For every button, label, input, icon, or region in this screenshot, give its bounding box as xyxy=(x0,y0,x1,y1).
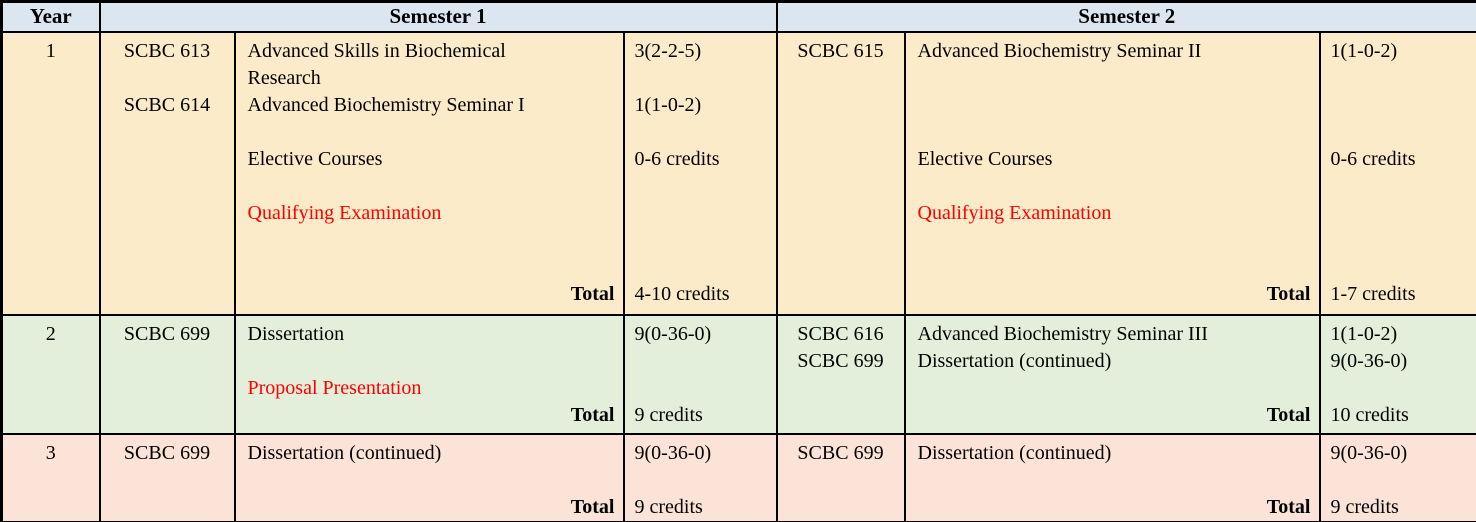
course-title: Dissertation (continued) xyxy=(247,442,442,464)
year-number: 3 xyxy=(45,442,56,464)
total-credits: 4-10 credits xyxy=(634,283,730,305)
milestone-text: Qualifying Examination xyxy=(917,202,1112,224)
year3-cell: 3 xyxy=(0,433,101,522)
course-title: Elective Courses xyxy=(917,148,1053,170)
year-column-header: Year xyxy=(0,0,101,33)
course-title: Research xyxy=(247,67,321,89)
total-credits: 1-7 credits xyxy=(1330,283,1416,305)
credit-structure: 0-6 credits xyxy=(634,148,720,170)
header-row: Year Semester 1 Semester 2 xyxy=(0,0,1476,33)
course-title: Dissertation (continued) xyxy=(917,350,1112,372)
year3-sem2-credits: 9(0-36-0) 9 credits xyxy=(1318,433,1476,522)
year2-sem1-codes: SCBC 699 xyxy=(98,314,236,435)
course-title: Elective Courses xyxy=(247,148,383,170)
year2-sem1-courses: Dissertation Proposal Presentation Total xyxy=(233,314,625,435)
year1-sem1-codes: SCBC 613 SCBC 614 xyxy=(98,31,236,316)
year1-sem2-codes: SCBC 615 xyxy=(775,31,906,316)
total-credits: 9 credits xyxy=(1330,496,1399,518)
course-title: Advanced Biochemistry Seminar III xyxy=(917,323,1208,345)
semester1-header: Semester 1 xyxy=(98,0,778,33)
course-code: SCBC 699 xyxy=(123,442,211,464)
credit-structure: 9(0-36-0) xyxy=(1330,350,1408,372)
year2-sem2-codes: SCBC 616 SCBC 699 xyxy=(775,314,906,435)
year1-cell: 1 xyxy=(0,31,101,316)
table-row-year2: 2 SCBC 699 Dissertation Proposal Present… xyxy=(0,314,1476,435)
total-label: Total xyxy=(570,496,615,518)
total-credits: 10 credits xyxy=(1330,404,1409,426)
total-label: Total xyxy=(1266,496,1311,518)
course-code: SCBC 699 xyxy=(123,323,211,345)
course-title: Dissertation (continued) xyxy=(917,442,1112,464)
year3-sem1-credits: 9(0-36-0) 9 credits xyxy=(622,433,778,522)
table-row-year3: 3 SCBC 699 Dissertation (continued) Tota… xyxy=(0,433,1476,522)
year2-cell: 2 xyxy=(0,314,101,435)
credit-structure: 9(0-36-0) xyxy=(634,442,712,464)
year-number: 2 xyxy=(45,323,56,345)
year3-sem2-courses: Dissertation (continued) Total xyxy=(903,433,1321,522)
credit-structure: 9(0-36-0) xyxy=(634,323,712,345)
total-label: Total xyxy=(570,404,615,426)
milestone-text: Qualifying Examination xyxy=(247,202,442,224)
year3-sem1-codes: SCBC 699 xyxy=(98,433,236,522)
course-title: Advanced Biochemistry Seminar II xyxy=(917,40,1202,62)
course-code: SCBC 699 xyxy=(797,442,884,464)
course-code: SCBC 614 xyxy=(123,94,211,116)
credit-structure: 1(1-0-2) xyxy=(1330,40,1398,62)
milestone-text: Proposal Presentation xyxy=(247,377,422,399)
course-code: SCBC 616 xyxy=(797,323,884,345)
year3-sem2-codes: SCBC 699 xyxy=(775,433,906,522)
total-label: Total xyxy=(1266,404,1311,426)
total-label: Total xyxy=(570,283,615,305)
total-credits: 9 credits xyxy=(634,496,703,518)
course-title: Advanced Biochemistry Seminar I xyxy=(247,94,525,116)
year2-sem2-credits: 1(1-0-2) 9(0-36-0) 10 credits xyxy=(1318,314,1476,435)
credit-structure: 0-6 credits xyxy=(1330,148,1416,170)
credit-structure: 9(0-36-0) xyxy=(1330,442,1408,464)
credit-structure: 3(2-2-5) xyxy=(634,40,702,62)
credit-structure: 1(1-0-2) xyxy=(1330,323,1398,345)
total-credits: 9 credits xyxy=(634,404,703,426)
year2-sem1-credits: 9(0-36-0) 9 credits xyxy=(622,314,778,435)
year3-sem1-courses: Dissertation (continued) Total xyxy=(233,433,625,522)
course-title: Dissertation xyxy=(247,323,345,345)
course-code: SCBC 615 xyxy=(797,40,884,62)
table-row-year1: 1 SCBC 613 SCBC 614 Advanced Skills in B… xyxy=(0,31,1476,316)
semester2-header: Semester 2 xyxy=(775,0,1476,33)
course-code: SCBC 613 xyxy=(123,40,211,62)
credit-structure: 1(1-0-2) xyxy=(634,94,702,116)
year1-sem2-credits: 1(1-0-2) 0-6 credits 1-7 credits xyxy=(1318,31,1476,316)
year1-sem2-courses: Advanced Biochemistry Seminar II Electiv… xyxy=(903,31,1321,316)
total-label: Total xyxy=(1266,283,1311,305)
year1-sem1-credits: 3(2-2-5) 1(1-0-2) 0-6 credits 4-10 credi… xyxy=(622,31,778,316)
year1-sem1-courses: Advanced Skills in Biochemical Research … xyxy=(233,31,625,316)
course-code: SCBC 699 xyxy=(797,350,884,372)
year-number: 1 xyxy=(45,40,56,62)
course-title: Advanced Skills in Biochemical xyxy=(247,40,506,62)
year2-sem2-courses: Advanced Biochemistry Seminar III Disser… xyxy=(903,314,1321,435)
